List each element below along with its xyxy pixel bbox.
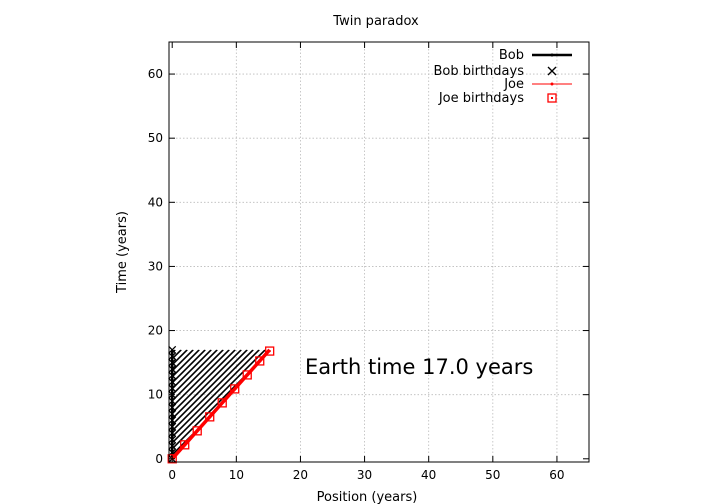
y-tick-label: 60: [148, 67, 163, 81]
y-tick-label: 40: [148, 195, 163, 209]
grid-lines: [169, 42, 589, 462]
y-tick-label: 20: [148, 324, 163, 338]
bob-birthday-point: [168, 384, 177, 393]
bob-birthday-point: [168, 435, 177, 444]
x-tick-label: 50: [485, 468, 500, 482]
joe-birthday-point: [205, 412, 215, 422]
bob-birthday-point: [168, 409, 177, 418]
joe-birthday-point: [180, 440, 190, 450]
x-tick-label: 40: [421, 468, 436, 482]
earth-time-annotation: Earth time 17.0 years: [305, 355, 533, 379]
x-tick-label: 0: [168, 468, 176, 482]
legend-swatch-bob-dot: [550, 53, 554, 57]
bob-birthday-point: [168, 397, 177, 406]
y-tick-label: 0: [155, 452, 163, 466]
bob-birthday-point: [168, 377, 177, 386]
bob-birthday-point: [168, 416, 177, 425]
bob-birthday-point: [168, 422, 177, 431]
legend-swatch-bob-birthdays: [547, 66, 557, 76]
joe-birthday-point: [255, 356, 265, 366]
joe-birthday-point: [265, 346, 275, 356]
legend-swatch-joe-birthdays: [547, 93, 557, 103]
legend-label-joe: Joe: [503, 77, 524, 92]
legend-swatch-joe-dot: [550, 82, 554, 86]
x-tick-label: 20: [293, 468, 308, 482]
bob-birthday-point: [168, 371, 177, 380]
y-axis-label: Time (years): [115, 211, 130, 294]
joe-birthday-point: [242, 370, 252, 380]
x-tick-label: 60: [549, 468, 564, 482]
x-axis-label: Position (years): [317, 490, 418, 504]
bob-birthday-point: [168, 442, 177, 450]
y-tick-label: 50: [148, 131, 163, 145]
bob-birthday-point: [168, 358, 177, 367]
bob-birthday-point: [168, 352, 177, 361]
joe-birthday-point: [230, 384, 240, 394]
bob-birthday-point: [168, 403, 177, 412]
y-tick-label: 30: [148, 259, 163, 273]
bob-birthday-point: [168, 429, 177, 438]
bob-birthday-point: [168, 365, 177, 373]
legend-label-bob: Bob: [499, 48, 524, 63]
chart-title: Twin paradox: [332, 14, 419, 29]
x-tick-label: 30: [357, 468, 372, 482]
axis-ticks: 0 10 20 30 40 50 60 0 10 20 30 40 50 60: [148, 42, 589, 482]
y-tick-label: 10: [148, 388, 163, 402]
bob-birthday-point: [168, 345, 177, 354]
x-tick-label: 10: [229, 468, 244, 482]
joe-birthday-point: [192, 426, 202, 436]
legend-label-joe-birthdays: Joe birthdays: [438, 91, 524, 106]
joe-birthday-point: [217, 398, 227, 408]
legend-label-bob-birthdays: Bob birthdays: [434, 64, 525, 79]
plot-frame: [168, 41, 590, 463]
legend: Bob Bob birthdays Joe Joe birthdays: [434, 48, 572, 106]
